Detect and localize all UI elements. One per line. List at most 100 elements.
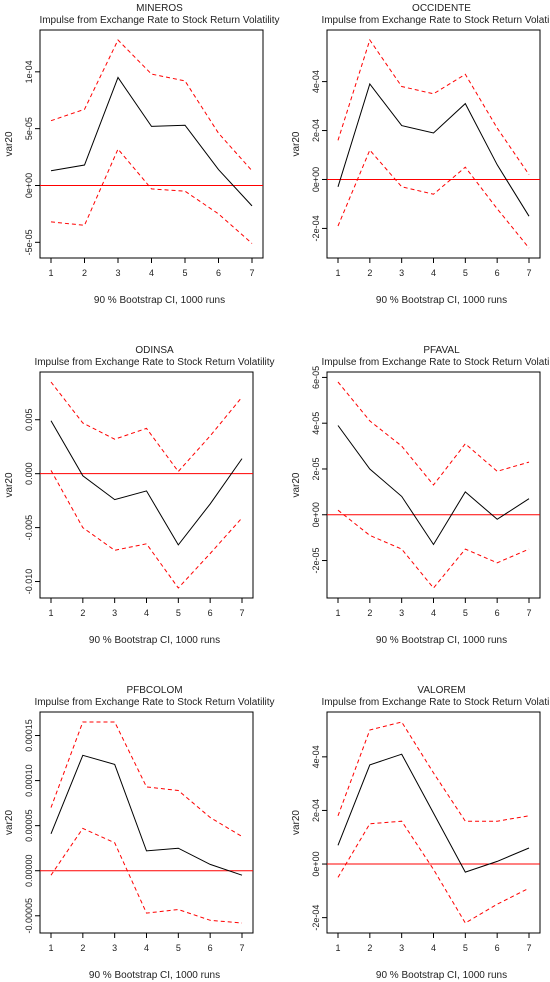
y-tick-label: 5e-05	[24, 117, 34, 140]
y-tick-label: 0.00010	[24, 764, 34, 797]
y-tick-label: 0e+00	[311, 851, 321, 876]
y-tick-label: 2e-04	[311, 119, 321, 142]
x-tick-label: 1	[48, 943, 53, 953]
series-line-upper	[337, 381, 530, 486]
chart-title: OCCIDENTE	[412, 3, 471, 14]
series-line-lower	[50, 470, 243, 589]
x-tick-label: 6	[208, 608, 213, 618]
y-axis-label: var20	[291, 472, 302, 497]
x-tick-label: 7	[526, 943, 531, 953]
y-tick-label: -2e-05	[311, 548, 321, 574]
y-axis-label: var20	[4, 472, 15, 497]
x-tick-label: 7	[239, 943, 244, 953]
series-line-lower	[337, 820, 530, 924]
x-tick-label: 6	[495, 943, 500, 953]
x-tick-label: 2	[80, 608, 85, 618]
x-axis-label: 90 % Bootstrap CI, 1000 runs	[376, 295, 507, 306]
x-tick-label: 4	[431, 608, 436, 618]
x-tick-label: 1	[335, 608, 340, 618]
y-tick-label: 4e-04	[311, 70, 321, 93]
x-tick-label: 6	[495, 608, 500, 618]
chart-subtitle: Impulse from Exchange Rate to Stock Retu…	[321, 15, 550, 26]
x-tick-label: 3	[399, 943, 404, 953]
x-tick-label: 4	[149, 268, 154, 278]
x-tick-label: 2	[367, 268, 372, 278]
series-line-upper	[50, 39, 253, 172]
x-tick-label: 2	[82, 268, 87, 278]
x-tick-label: 3	[399, 268, 404, 278]
x-axis-label: 90 % Bootstrap CI, 1000 runs	[94, 295, 225, 306]
y-axis-label: var20	[291, 810, 302, 835]
y-tick-label: -2e-04	[311, 905, 321, 931]
y-axis-label: var20	[4, 810, 15, 835]
series-line-upper	[337, 721, 530, 822]
x-tick-label: 6	[216, 268, 221, 278]
plot-frame	[326, 29, 541, 259]
x-axis-label: 90 % Bootstrap CI, 1000 runs	[376, 635, 507, 646]
x-tick-label: 5	[176, 943, 181, 953]
chart-title: PFAVAL	[423, 345, 460, 356]
y-tick-label: 0.00015	[24, 719, 34, 752]
x-tick-label: 7	[526, 608, 531, 618]
y-tick-label: -0.005	[24, 515, 34, 541]
x-axis-label: 90 % Bootstrap CI, 1000 runs	[376, 970, 507, 981]
x-tick-label: 6	[495, 268, 500, 278]
x-tick-label: 5	[463, 608, 468, 618]
x-tick-label: 3	[399, 608, 404, 618]
series-line-lower	[337, 509, 530, 589]
series-line-impulse	[50, 754, 243, 876]
chart-subtitle: Impulse from Exchange Rate to Stock Retu…	[39, 15, 279, 26]
series-line-lower	[337, 149, 530, 249]
y-tick-label: -0.010	[24, 569, 34, 595]
x-tick-label: 3	[115, 268, 120, 278]
y-tick-label: -2e-04	[311, 215, 321, 241]
chart-title: VALOREM	[417, 685, 465, 696]
y-tick-label: 2e-04	[311, 799, 321, 822]
y-axis-label: var20	[4, 131, 15, 156]
series-line-impulse	[50, 420, 243, 546]
x-axis-label: 90 % Bootstrap CI, 1000 runs	[89, 635, 220, 646]
y-tick-label: 0e+00	[24, 173, 34, 198]
x-tick-label: 5	[463, 943, 468, 953]
y-tick-label: 0.00005	[24, 809, 34, 842]
y-tick-label: 0e+00	[311, 167, 321, 192]
y-tick-label: 4e-04	[311, 745, 321, 768]
y-tick-label: 4e-05	[311, 412, 321, 435]
x-tick-label: 3	[112, 943, 117, 953]
x-tick-label: 7	[249, 268, 254, 278]
series-line-upper	[337, 38, 530, 175]
chart-title: MINEROS	[136, 3, 183, 14]
x-tick-label: 2	[367, 943, 372, 953]
chart-title: PFBCOLOM	[126, 685, 182, 696]
y-tick-label: 0.005	[24, 408, 34, 431]
x-tick-label: 7	[526, 268, 531, 278]
x-tick-label: 5	[182, 268, 187, 278]
y-tick-label: 0e+00	[311, 502, 321, 527]
plot-frame	[39, 711, 254, 934]
series-line-impulse	[337, 425, 530, 546]
y-tick-label: 6e-05	[311, 366, 321, 389]
x-tick-label: 3	[112, 608, 117, 618]
x-tick-label: 5	[463, 268, 468, 278]
y-tick-label: 0.000	[24, 462, 34, 485]
y-axis-label: var20	[291, 131, 302, 156]
series-line-lower	[50, 827, 243, 924]
x-tick-label: 1	[48, 608, 53, 618]
series-line-impulse	[50, 76, 253, 207]
series-line-impulse	[337, 82, 530, 217]
x-tick-label: 5	[176, 608, 181, 618]
x-tick-label: 1	[335, 268, 340, 278]
plot-frame	[39, 371, 254, 599]
y-tick-label: -5e-05	[24, 229, 34, 255]
x-tick-label: 4	[144, 608, 149, 618]
x-tick-label: 4	[431, 268, 436, 278]
chart-subtitle: Impulse from Exchange Rate to Stock Retu…	[321, 357, 550, 368]
x-axis-label: 90 % Bootstrap CI, 1000 runs	[89, 970, 220, 981]
